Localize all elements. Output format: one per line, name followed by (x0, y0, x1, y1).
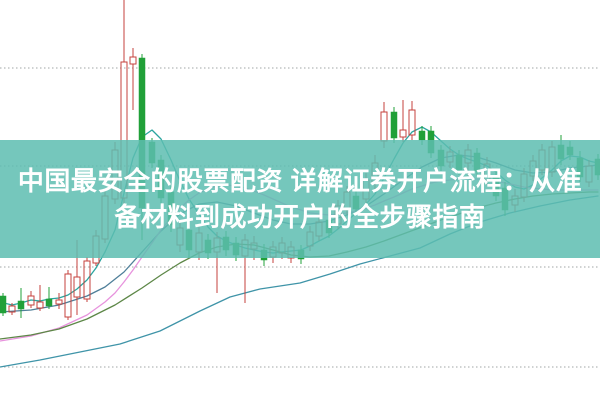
headline-line-1: 中国最安全的股票配资 详解证券开户流程：从准 (17, 166, 583, 196)
headline-line-2: 备材料到成功开户的全步骤指南 (114, 202, 486, 232)
title-banner: 中国最安全的股票配资 详解证券开户流程：从准 备材料到成功开户的全步骤指南 (0, 140, 600, 258)
